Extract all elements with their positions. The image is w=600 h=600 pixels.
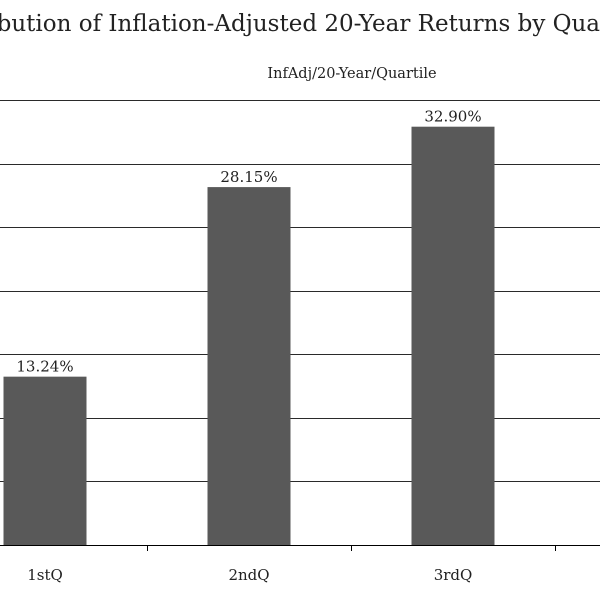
gridlines [0,100,600,482]
x-tick-label-1stQ: 1stQ [27,566,63,584]
data-label-2ndQ: 28.15% [220,168,277,186]
bar-3rdQ [411,126,495,545]
data-label-1stQ: 13.24% [16,358,73,376]
chart-title: Distribution of Inflation-Adjusted 20-Ye… [0,11,600,37]
x-tick-label-2ndQ: 2ndQ [228,566,269,584]
bar-1stQ [3,376,87,545]
data-labels: 13.24% 28.15% 32.90% [16,108,481,376]
x-axis [0,545,600,551]
chart-subtitle: InfAdj/20-Year/Quartile [267,66,436,82]
bars [3,126,495,546]
data-label-3rdQ: 32.90% [424,108,481,126]
bar-2ndQ [207,187,291,546]
x-tick-label-3rdQ: 3rdQ [434,566,473,584]
x-tick-labels: 1stQ 2ndQ 3rdQ [27,566,472,584]
